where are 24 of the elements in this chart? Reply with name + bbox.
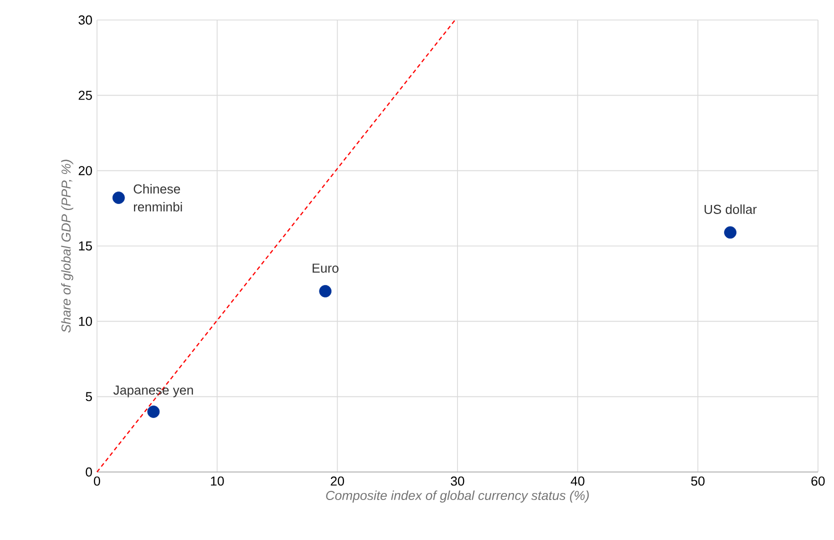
point [724,226,736,239]
point [147,406,160,418]
point [112,192,125,204]
annotation: US dollar [704,204,757,214]
x-tick-label: 50 [691,476,705,486]
x-tick-label: 30 [450,476,464,486]
x-tick-label: 60 [811,476,825,486]
x-axis-title: Composite index of global currency status (%) [326,490,589,503]
y-tick-label: 30 [78,15,92,25]
y-tick-label: 15 [79,241,92,251]
y-tick-label: 0 [86,467,92,477]
y-tick-label: 25 [78,90,92,100]
y-axis-title: Share of global GDP (PPP, %) [61,160,74,333]
y-tick-label: 10 [79,316,92,326]
annotation: Japanese yen [113,386,193,398]
x-tick-label: 10 [210,476,224,486]
point [319,285,332,298]
x-tick-label: 0 [94,476,100,486]
x-tick-label: 20 [330,476,344,486]
y-tick-label: 5 [86,392,92,402]
annotation: Euro [312,264,338,273]
annotation: Chinese renminbi [134,184,182,212]
x-tick-label: 40 [570,476,584,486]
y-tick-label: 20 [78,166,92,176]
